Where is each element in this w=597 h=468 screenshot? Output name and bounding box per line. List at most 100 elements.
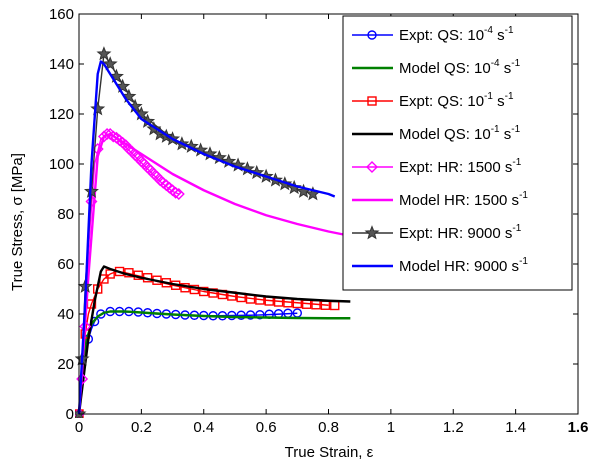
- series-expt-hr-9000: [75, 46, 321, 418]
- axes: 0 0.2 0.4 0.6 0.8 1 1.2 1.4 1.6 0 20 40 60 80 100 120 14…: [49, 6, 588, 436]
- diamond-marker: [169, 186, 182, 199]
- x-tick-label: 0.2: [131, 419, 152, 436]
- legend-entry: Expt: HR: 1500 s-1: [352, 157, 522, 176]
- legend-entry: Expt: QS: 10-1 s-1: [352, 91, 514, 110]
- star-marker: [102, 56, 118, 71]
- legend-label: Expt: HR: 9000 s-1: [399, 223, 522, 242]
- y-tick-label: 40: [57, 306, 74, 323]
- legend-label-main: Model HR: 9000 s: [399, 258, 519, 275]
- circle-marker: [245, 310, 256, 320]
- y-tick-label: 0: [66, 406, 74, 423]
- star-marker: [152, 126, 168, 141]
- star-marker: [249, 164, 265, 180]
- legend-label-unit: s: [493, 27, 505, 44]
- square-marker: [330, 300, 340, 311]
- legend-entry: Model QS: 10-1 s-1: [352, 124, 521, 143]
- legend-diamond-marker: [366, 161, 378, 173]
- circle-marker: [96, 309, 106, 319]
- x-tick-label: 0.8: [318, 419, 339, 436]
- series-model-qs-1e-1: [77, 265, 351, 415]
- series-line: [77, 132, 348, 415]
- legend-label: Model QS: 10-4 s-1: [399, 58, 521, 77]
- legend-label-exp: -1: [491, 124, 500, 135]
- circle-marker: [255, 310, 265, 320]
- x-tick-label: 1: [387, 419, 395, 436]
- star-marker: [83, 183, 99, 198]
- legend-label-main: Expt: QS: 10: [399, 27, 484, 44]
- legend-entry: Expt: HR: 9000 s-1: [352, 223, 522, 242]
- series-line: [77, 265, 351, 415]
- series-expt-qs-1e-4: [75, 306, 303, 418]
- legend-entry: Expt: QS: 10-4 s-1: [352, 25, 514, 44]
- square-marker: [189, 284, 200, 295]
- y-tick-label: 140: [49, 56, 74, 73]
- plot-area: [75, 46, 351, 418]
- legend-label: Model HR: 9000 s-1: [399, 256, 528, 275]
- legend-entry: Model QS: 10-4 s-1: [352, 58, 521, 77]
- y-tick-label: 80: [57, 206, 74, 223]
- y-tick-label: 120: [49, 106, 74, 123]
- legend-label-exp: -1: [484, 91, 493, 102]
- legend-label-unitexp: -1: [511, 58, 520, 69]
- legend-label-unit: s: [500, 126, 512, 143]
- legend-label-exp: -4: [491, 58, 500, 69]
- legend-label-unitexp: -1: [519, 190, 528, 201]
- legend-label-exp: -4: [484, 25, 493, 36]
- legend-label: Expt: HR: 1500 s-1: [399, 157, 522, 176]
- y-axis-title: True Stress, σ [MPa]: [9, 153, 26, 291]
- legend-label: Model QS: 10-1 s-1: [399, 124, 521, 143]
- x-axis-title: True Strain, ε: [285, 444, 374, 461]
- legend-label-unitexp: -1: [519, 256, 528, 267]
- legend-label-main: Expt: HR: 1500 s: [399, 159, 512, 176]
- star-marker: [96, 46, 112, 61]
- legend-label: Model HR: 1500 s-1: [399, 190, 528, 209]
- x-tick-label: 0.4: [193, 419, 214, 436]
- legend-label-unitexp: -1: [505, 25, 514, 36]
- legend-label-unit: s: [493, 93, 505, 110]
- legend-label: Expt: QS: 10-1 s-1: [399, 91, 514, 110]
- legend-label-unitexp: -1: [512, 157, 521, 168]
- legend-label-unitexp: -1: [511, 124, 520, 135]
- legend-star-marker: [364, 225, 380, 240]
- star-marker: [90, 101, 106, 116]
- y-tick-label: 60: [57, 256, 74, 273]
- legend-label-unitexp: -1: [505, 91, 514, 102]
- star-marker: [239, 161, 255, 176]
- series-line: [77, 310, 351, 415]
- series-model-qs-1e-4: [77, 310, 351, 415]
- x-tick-label: 0: [75, 419, 83, 436]
- circle-marker: [236, 310, 246, 320]
- legend-label-main: Model QS: 10: [399, 126, 491, 143]
- legend-label-unitexp: -1: [512, 223, 521, 234]
- legend-label-main: Expt: HR: 9000 s: [399, 225, 512, 242]
- y-tick-label: 20: [57, 356, 74, 373]
- circle-marker: [227, 310, 237, 321]
- series-line: [78, 53, 314, 415]
- legend-circle-marker: [367, 30, 377, 40]
- diamond-marker: [172, 188, 185, 200]
- x-tick-label: 1.2: [443, 419, 464, 436]
- legend-label-main: Model QS: 10: [399, 60, 491, 77]
- legend-label: Expt: QS: 10-4 s-1: [399, 25, 514, 44]
- series-line: [78, 270, 329, 415]
- diamond-marker: [101, 128, 114, 140]
- series-model-hr-9000: [77, 60, 336, 415]
- square-marker: [199, 286, 209, 297]
- x-tick-label: 1.6: [568, 419, 589, 436]
- x-tick-label: 1.4: [505, 419, 526, 436]
- series-line: [77, 60, 336, 415]
- series-model-hr-1500: [77, 132, 348, 415]
- x-tick-label: 0.6: [256, 419, 277, 436]
- legend-label-main: Model HR: 1500 s: [399, 192, 519, 209]
- legend-label-unit: s: [500, 60, 512, 77]
- legend-box: [342, 15, 573, 291]
- legend-square-marker: [367, 96, 377, 106]
- series-line: [78, 310, 298, 415]
- y-tick-label: 160: [49, 6, 74, 23]
- y-tick-label: 100: [49, 156, 74, 173]
- legend-entry: Model HR: 9000 s-1: [352, 256, 528, 275]
- legend-entry: Model HR: 1500 s-1: [352, 190, 528, 209]
- legend-label-main: Expt: QS: 10: [399, 93, 484, 110]
